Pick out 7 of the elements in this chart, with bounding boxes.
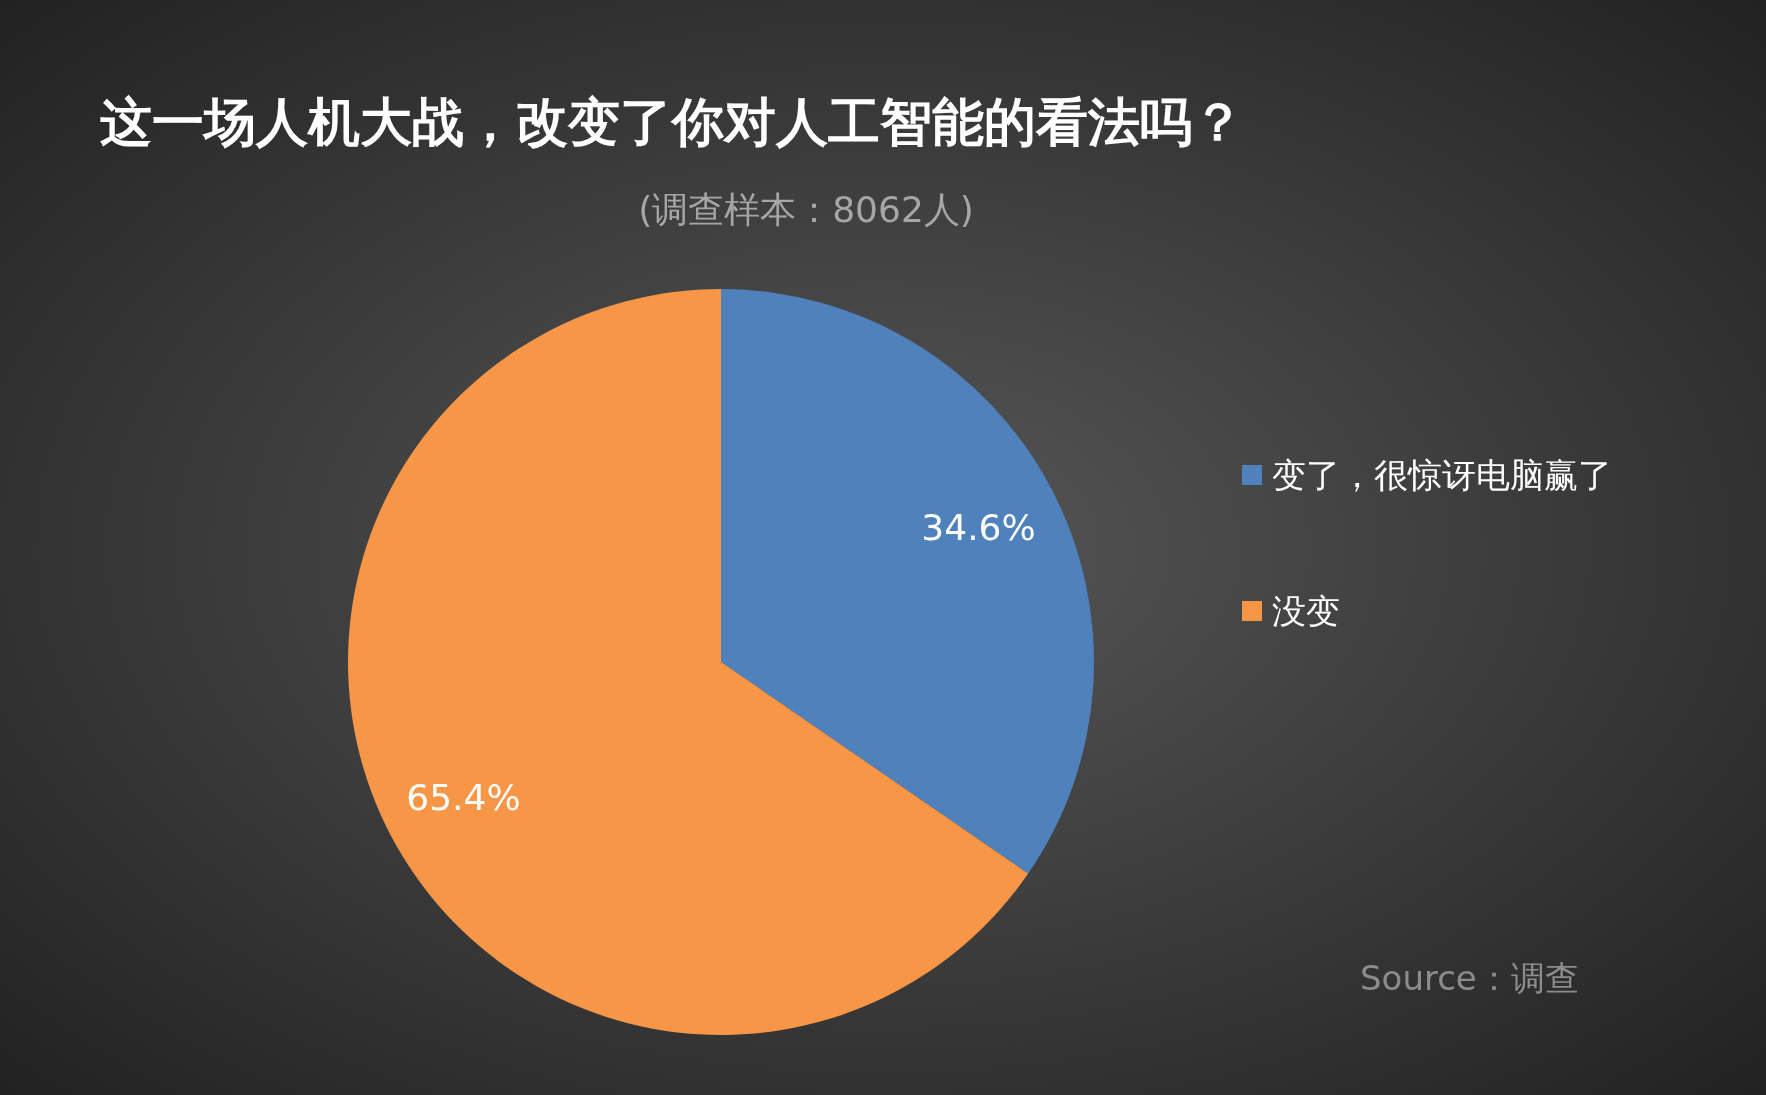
legend-label: 变了，很惊讶电脑赢了 — [1272, 455, 1612, 495]
chart-subtitle: (调查样本：8062人) — [638, 189, 974, 230]
legend-label: 没变 — [1272, 591, 1340, 631]
chart-title: 这一场人机大战，改变了你对人工智能的看法吗？ — [100, 92, 1244, 152]
data-label: 65.4% — [406, 777, 521, 819]
data-label: 34.6% — [921, 506, 1036, 548]
source-note: Source：调查 — [1360, 958, 1579, 998]
